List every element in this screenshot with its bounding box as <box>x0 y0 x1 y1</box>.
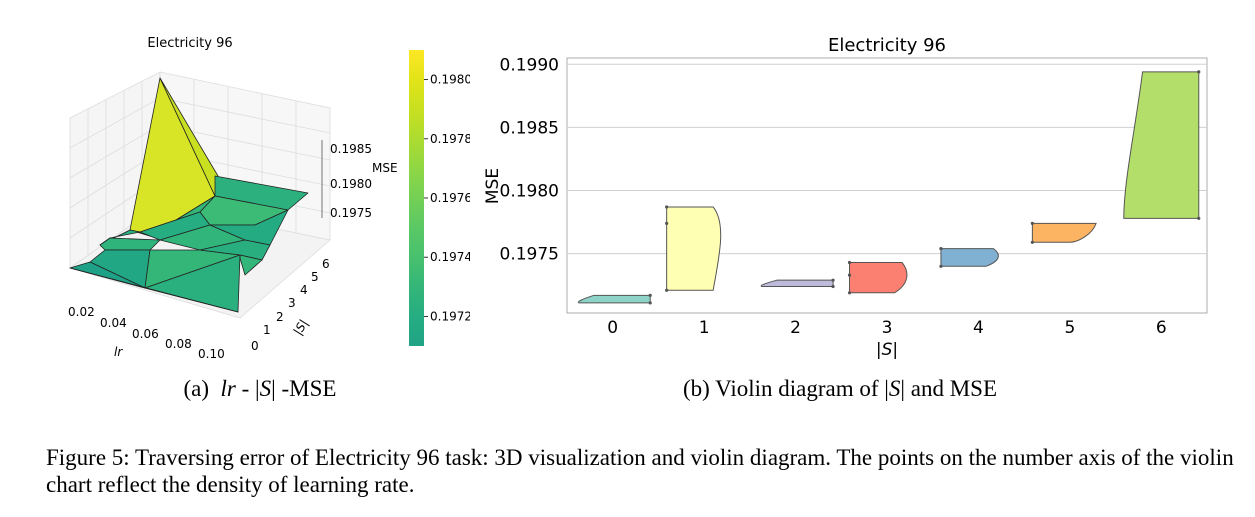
colorbar-tick-label: 0.1976 <box>430 191 470 205</box>
y-tick-label: 2 <box>276 310 284 324</box>
violin-x-tick-label: 6 <box>1156 318 1167 338</box>
violin-point <box>665 288 669 292</box>
violin-y-tick-label: 0.1980 <box>500 182 559 202</box>
y-tick-label: 4 <box>300 283 308 297</box>
y-tick-label: 5 <box>311 270 319 284</box>
violin-title: Electricity 96 <box>828 35 946 56</box>
violin-body <box>940 248 999 267</box>
violin-x-ticks: 0 1 2 3 4 5 6 <box>607 318 1166 338</box>
surface-patch <box>99 237 161 251</box>
colorbar-tick-label: 0.1978 <box>430 132 470 146</box>
x-tick-label: 0.08 <box>165 337 192 351</box>
x-tick-label: 0.10 <box>198 347 225 361</box>
caption-b-var: S <box>888 376 901 401</box>
surface-patch <box>199 239 271 261</box>
caption-b-suffix: | and MSE <box>900 376 998 401</box>
violin-body <box>666 206 722 291</box>
violin-body <box>577 294 651 304</box>
x-tick-label: 0.04 <box>100 316 127 330</box>
x-tick-label: 0.02 <box>68 305 95 319</box>
surface-patch <box>209 209 289 246</box>
surface-mesh <box>69 77 309 313</box>
violin-point <box>1197 70 1201 74</box>
violin-point <box>665 221 669 225</box>
violin-point <box>939 264 943 268</box>
violin-x-tick-label: 3 <box>882 318 893 338</box>
caption-a-suffix: | -MSE <box>271 376 337 401</box>
violin-x-tick-label: 5 <box>1064 318 1075 338</box>
violin-point <box>648 301 652 305</box>
caption-a: (a) lr - |S| -MSE <box>140 376 380 402</box>
surface-patch <box>69 267 239 313</box>
violin-point <box>939 247 943 251</box>
violin-y-tick-label: 0.1985 <box>500 118 559 138</box>
y-tick-label: 1 <box>263 323 271 337</box>
z-tick-label: 0.1980 <box>330 177 372 191</box>
colorbar <box>409 50 424 346</box>
caption-b-label: (b) <box>682 376 710 401</box>
z-tick-label: 0.1985 <box>330 142 372 156</box>
violin-point <box>847 260 852 265</box>
colorbar-tick-label: 0.1972 <box>430 309 470 323</box>
violin-point <box>1030 221 1034 225</box>
caption-b-text: Violin diagram of | <box>709 376 889 401</box>
y-axis-label: |S| <box>291 317 311 338</box>
violin-y-ticks: 0.1975 0.1980 0.1985 0.1990 <box>500 55 559 264</box>
violin-x-tick-label: 2 <box>790 318 801 338</box>
surface-chart: Electricity 96 0.1985 0.1980 <box>68 36 470 361</box>
violin-body <box>760 279 834 287</box>
violin-point <box>648 293 652 297</box>
colorbar-tick-label: 0.1974 <box>430 250 470 264</box>
x-tick-label: 0.06 <box>132 327 159 341</box>
colorbar-tick-label: 0.1980 <box>430 73 470 87</box>
y-tick-label: 0 <box>251 339 259 353</box>
caption-a-label: (a) <box>183 376 210 401</box>
x-axis-label: lr <box>114 345 123 359</box>
violin-x-axis-label: |S| <box>876 340 898 360</box>
violin-body <box>849 262 908 294</box>
z-tick-label: 0.1975 <box>330 206 372 220</box>
violin-x-tick-label: 4 <box>973 318 984 338</box>
caption-a-var2: S <box>259 376 272 401</box>
violin-y-axis-label: MSE <box>483 168 503 204</box>
caption-a-mid: - | <box>235 376 260 401</box>
violin-point <box>831 284 835 289</box>
z-axis-label: MSE <box>372 161 398 175</box>
violin-point <box>847 291 852 295</box>
violin-shapes <box>577 70 1201 305</box>
violin-body <box>1123 71 1200 219</box>
violin-y-tick-label: 0.1990 <box>500 55 559 75</box>
y-tick-label: 6 <box>322 257 330 271</box>
colorbar-ticks: 0.1972 0.1974 0.1976 0.1978 0.1980 <box>424 73 470 323</box>
violin-point <box>831 278 835 282</box>
caption-b: (b) Violin diagram of |S| and MSE <box>620 376 1060 402</box>
violin-x-tick-label: 1 <box>699 318 710 338</box>
surface-title: Electricity 96 <box>147 36 232 51</box>
violin-body <box>1031 222 1097 243</box>
violin-point <box>1197 216 1201 220</box>
caption-a-var: lr <box>220 376 236 401</box>
violin-point <box>665 205 669 209</box>
violin-chart: Electricity 96 0.19750.19800.19850.1990 … <box>483 35 1208 360</box>
violin-y-tick-label: 0.1975 <box>500 245 559 265</box>
figure-caption: Figure 5: Traversing error of Electricit… <box>46 445 1234 497</box>
violin-point <box>847 273 852 277</box>
y-tick-label: 3 <box>288 296 296 310</box>
violin-point <box>1030 240 1034 244</box>
violin-x-tick-label: 0 <box>607 318 618 338</box>
